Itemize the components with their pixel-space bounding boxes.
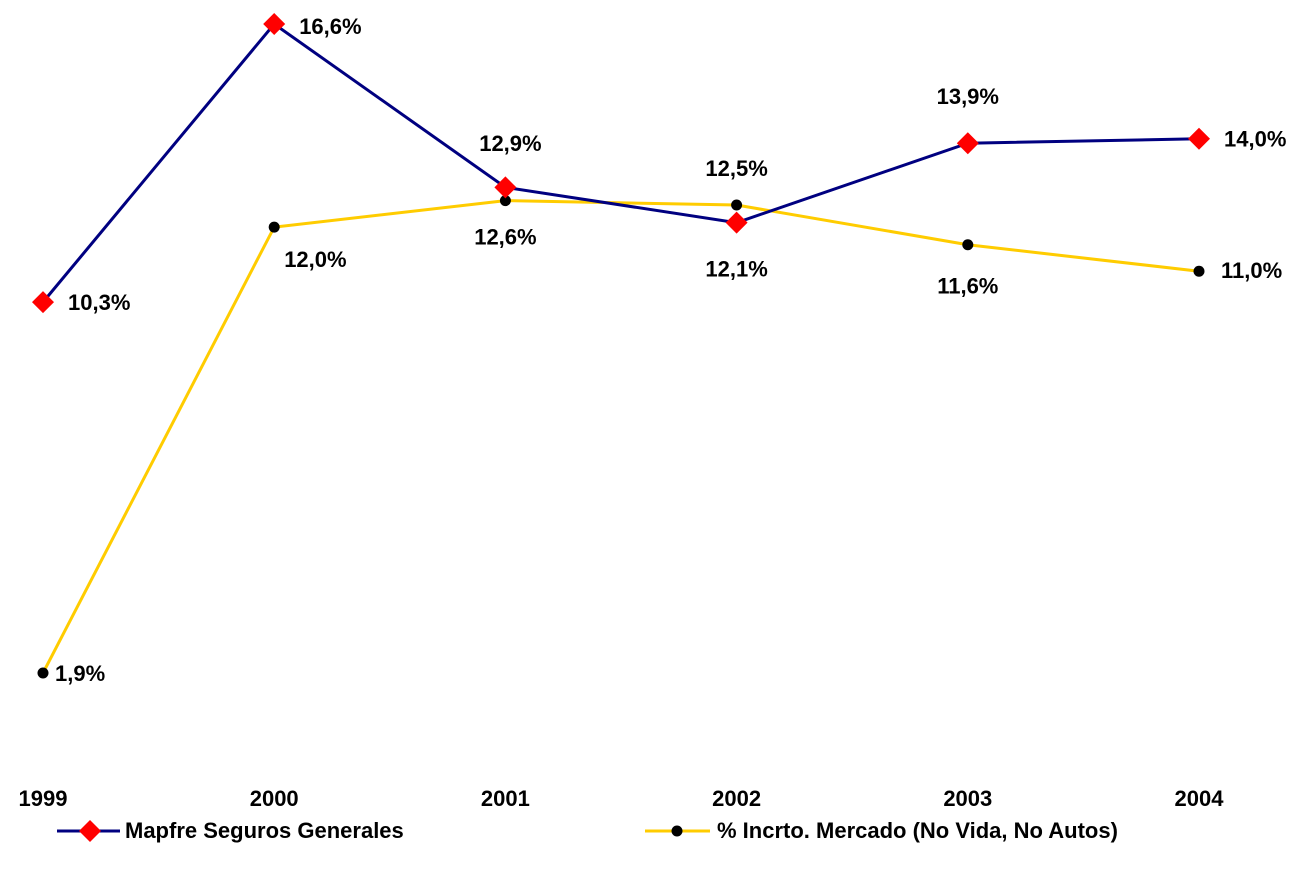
x-tick-label: 2003	[943, 786, 992, 811]
data-label: 12,0%	[284, 247, 346, 272]
legend-label: Mapfre Seguros Generales	[125, 818, 404, 843]
point-marker	[32, 291, 54, 314]
data-label: 10,3%	[68, 290, 130, 315]
data-label: 12,1%	[705, 256, 767, 281]
legend-marker	[671, 825, 683, 837]
data-label: 16,6%	[299, 14, 361, 39]
point-marker	[956, 132, 979, 155]
series-line	[41, 21, 1200, 304]
data-label: 12,5%	[705, 156, 767, 181]
data-label: 11,6%	[937, 274, 998, 299]
point-marker	[499, 195, 511, 207]
data-label: 13,9%	[937, 84, 999, 109]
x-tick-label: 2004	[1175, 786, 1225, 811]
data-label: 12,9%	[479, 131, 541, 156]
data-label: 1,9%	[55, 661, 105, 686]
data-label: 11,0%	[1221, 258, 1282, 283]
series-line	[41, 199, 1200, 674]
point-marker	[1188, 127, 1210, 150]
x-tick-label: 2002	[712, 786, 761, 811]
data-label: 14,0%	[1224, 127, 1286, 152]
point-marker	[37, 667, 49, 679]
point-marker	[725, 211, 748, 234]
point-marker	[494, 176, 517, 199]
point-marker	[268, 221, 280, 233]
point-marker	[962, 239, 974, 251]
data-label: 12,6%	[474, 224, 536, 249]
x-tick-label: 1999	[19, 786, 68, 811]
x-tick-label: 2000	[250, 786, 299, 811]
point-marker	[731, 199, 743, 211]
point-marker	[263, 13, 286, 35]
legend-label: % Incrto. Mercado (No Vida, No Autos)	[717, 818, 1118, 843]
legend-marker	[79, 820, 101, 842]
x-tick-label: 2001	[481, 786, 530, 811]
point-marker	[1193, 265, 1205, 277]
